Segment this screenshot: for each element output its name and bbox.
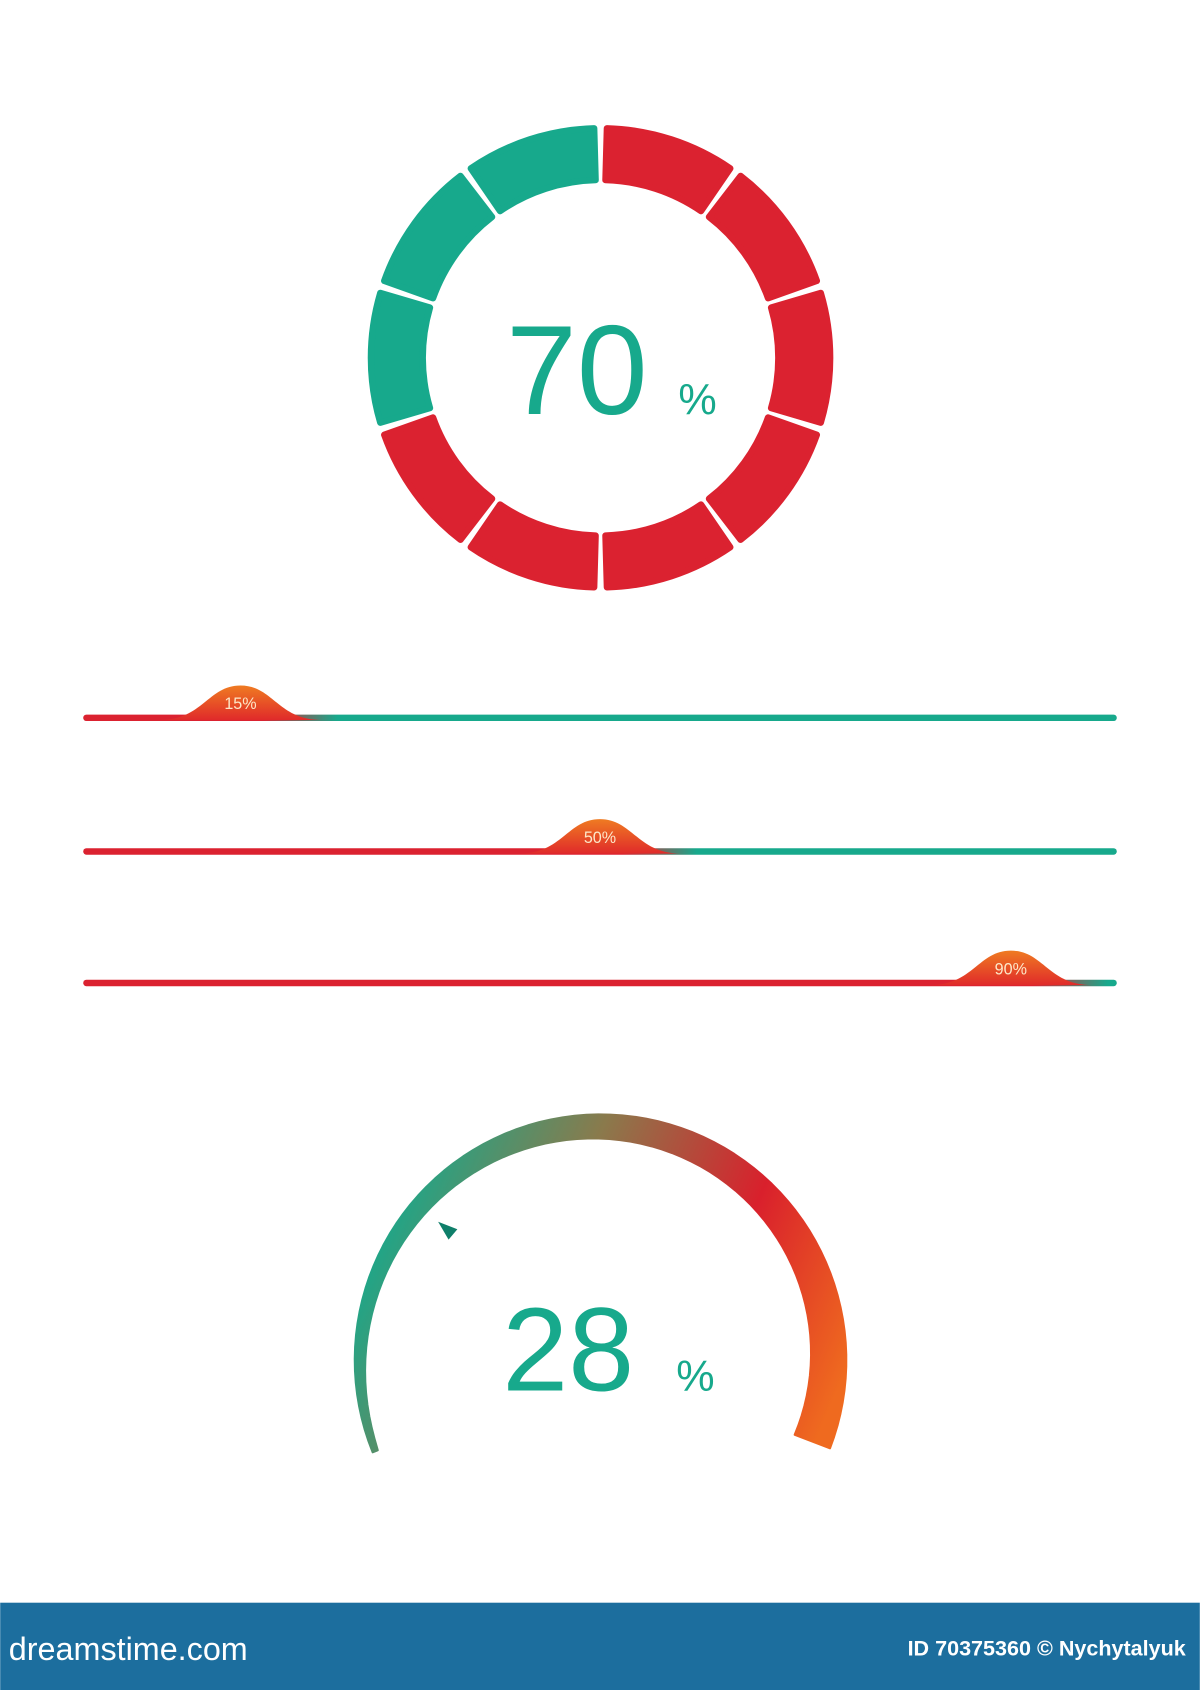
- ring-segment: [381, 414, 496, 543]
- ring-segment: [467, 125, 599, 215]
- gauge-value: 28: [502, 1284, 634, 1416]
- gauge-unit: %: [676, 1352, 714, 1400]
- ring-segment: [381, 172, 496, 302]
- ring-segment: [705, 172, 821, 302]
- ring-segment: [705, 414, 821, 543]
- ring-rest: [367, 125, 599, 426]
- ring-segment: [602, 501, 734, 591]
- gauge-arc: [353, 1113, 848, 1454]
- ring-value: 70: [506, 299, 647, 441]
- ring-filled: [381, 125, 834, 591]
- slider-knob: [930, 950, 1092, 986]
- ring-segment: [602, 125, 734, 215]
- slider-label: 50%: [584, 829, 616, 847]
- slider-label: 15%: [224, 695, 256, 713]
- ring-segment: [767, 289, 834, 426]
- slider-knob: [159, 685, 322, 720]
- ring-segment: [467, 501, 599, 591]
- slider-label: 90%: [995, 960, 1027, 978]
- ring-segment: [367, 289, 434, 426]
- ring-unit: %: [678, 376, 716, 424]
- footer-credit: ID 70375360 © Nychytalyuk: [908, 1636, 1186, 1661]
- gauge-marker: [438, 1221, 458, 1240]
- footer-band: [0, 1602, 1200, 1690]
- footer-brand: dreamstime.com: [9, 1631, 248, 1667]
- slider-knob: [519, 819, 681, 854]
